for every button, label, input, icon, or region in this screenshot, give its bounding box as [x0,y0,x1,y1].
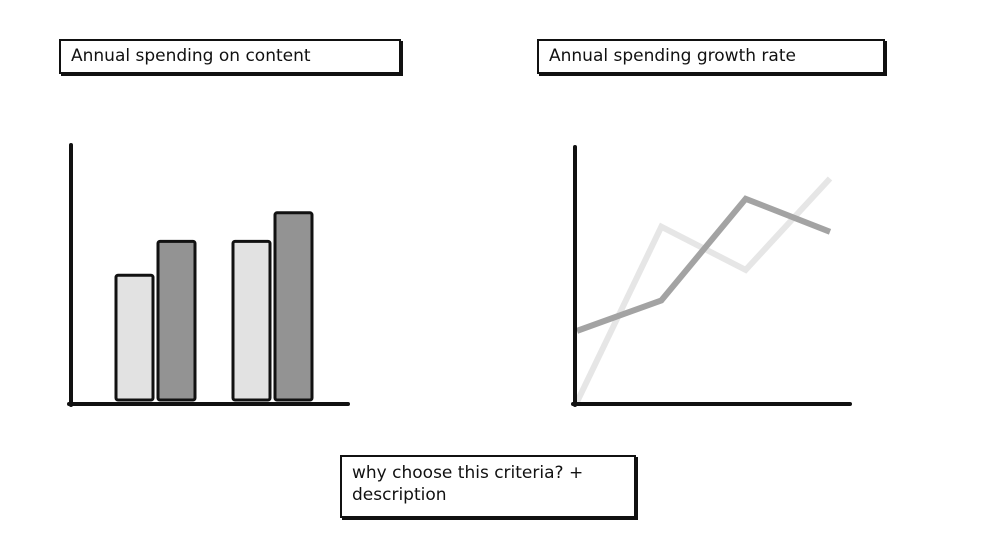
line-series-1 [574,176,833,404]
bar-series-2-group-1 [156,239,197,402]
bar-series-1-group-1 [114,273,155,402]
growth-chart-title: Annual spending growth rate [549,46,796,66]
bar-series-2-group-2 [273,211,314,402]
spending-chart-title-box: Annual spending on content [59,39,401,74]
line-series-2 [575,195,832,334]
criteria-description: description [352,485,447,505]
growth-chart-title-box: Annual spending growth rate [537,39,885,74]
bar-series-1-group-2 [231,239,272,402]
criteria-question: why choose this criteria? + [352,463,584,483]
criteria-description-box: why choose this criteria? + description [340,455,636,518]
spending-chart-title: Annual spending on content [71,46,311,66]
